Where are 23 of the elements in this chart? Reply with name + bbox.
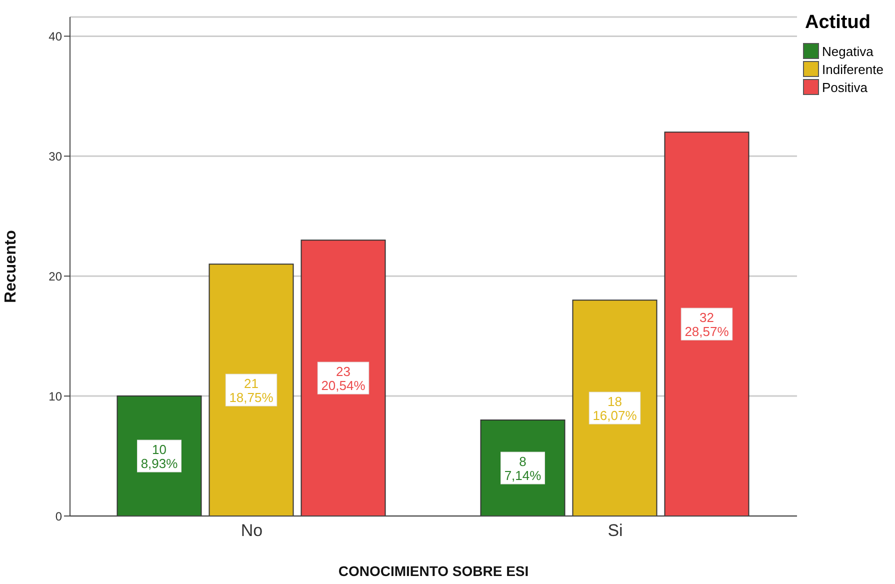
- y-tick-label: 40: [48, 29, 62, 44]
- x-tick-label: No: [240, 521, 263, 540]
- bar: [664, 132, 750, 516]
- bar: [300, 240, 386, 516]
- data-label: 32 28,57%: [684, 310, 730, 340]
- bar: [208, 264, 294, 516]
- x-axis-title: CONOCIMIENTO SOBRE ESI: [338, 563, 529, 579]
- legend-title: Actitud: [805, 12, 872, 34]
- data-label: 10 8,93%: [140, 442, 178, 472]
- data-label: 18 16,07%: [592, 394, 638, 424]
- data-label: 23 20,54%: [321, 364, 366, 394]
- y-tick-label: 10: [48, 389, 62, 404]
- legend-label: Negativa: [822, 44, 874, 58]
- y-tick-label: 30: [48, 149, 62, 164]
- data-label: 21 18,75%: [229, 376, 274, 406]
- bar: [572, 300, 658, 516]
- legend-label: Indiferente: [822, 62, 884, 76]
- x-tick-label: Si: [608, 521, 623, 540]
- legend-label: Positiva: [822, 80, 868, 94]
- data-label: 8 7,14%: [504, 454, 542, 484]
- y-tick-label: 0: [55, 509, 62, 524]
- y-axis-title: Recuento: [2, 230, 20, 303]
- y-tick-label: 20: [48, 269, 62, 284]
